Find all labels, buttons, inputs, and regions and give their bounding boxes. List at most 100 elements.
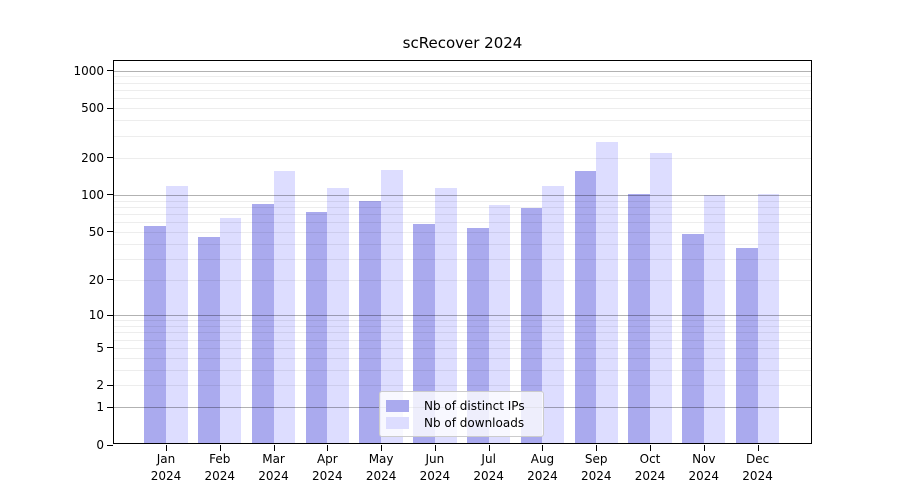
gridline-minor <box>113 243 812 245</box>
bar-downloads-apr <box>327 188 350 444</box>
y-tick <box>107 70 113 72</box>
legend-item-distinct-ips: Nb of distinct IPs <box>386 397 535 414</box>
gridline-minor <box>113 120 812 122</box>
x-tick <box>596 445 598 451</box>
bar-distinct-ips-jun <box>413 223 435 444</box>
y-tick-label: 10 <box>88 308 104 323</box>
bar-downloads-jan <box>166 185 188 444</box>
x-tick-label: Mar 2024 <box>258 452 289 483</box>
gridline-major <box>113 194 812 196</box>
bar-distinct-ips-aug <box>520 208 543 444</box>
legend-label: Nb of distinct IPs <box>424 398 525 413</box>
x-tick <box>488 445 490 451</box>
y-tick <box>107 231 113 233</box>
y-tick <box>107 157 113 159</box>
gridline-minor <box>113 320 812 322</box>
y-tick <box>107 107 113 109</box>
bar-distinct-ips-jul <box>466 227 489 444</box>
y-tick-label: 0 <box>96 438 104 452</box>
y-tick <box>107 194 113 196</box>
bar-distinct-ips-sep <box>574 171 597 444</box>
x-tick-label: Nov 2024 <box>688 452 720 483</box>
y-tick-label: 1 <box>96 400 104 415</box>
y-tick-label: 200 <box>81 150 104 165</box>
gridline-minor <box>113 222 812 224</box>
x-tick <box>757 445 759 451</box>
bar-downloads-mar <box>273 171 296 444</box>
bar-distinct-ips-feb <box>198 237 220 444</box>
gridline-minor <box>113 332 812 334</box>
bar-downloads-may <box>381 169 403 444</box>
gridline-minor <box>113 76 812 78</box>
bar-distinct-ips-dec <box>735 247 758 444</box>
gridline-minor <box>113 347 812 349</box>
gridline-minor <box>113 82 812 84</box>
gridline-minor <box>113 213 812 215</box>
y-tick-label: 1000 <box>73 63 104 78</box>
gridline-minor <box>113 98 812 100</box>
y-tick <box>107 279 113 281</box>
chart-title: scRecover 2024 <box>402 34 523 52</box>
y-tick-label: 5 <box>96 340 104 355</box>
x-tick-label: Apr 2024 <box>312 452 343 483</box>
bar-distinct-ips-oct <box>628 193 650 444</box>
legend: Nb of distinct IPs Nb of downloads <box>379 391 544 437</box>
x-tick <box>703 445 705 451</box>
x-tick <box>434 445 436 451</box>
x-tick-label: Jan 2024 <box>150 452 182 483</box>
bar-downloads-aug <box>542 185 565 444</box>
y-tick <box>107 347 113 349</box>
gridline-major <box>113 70 812 72</box>
y-tick-label: 500 <box>81 101 104 116</box>
bar-distinct-ips-nov <box>682 234 704 444</box>
x-tick-label: Feb 2024 <box>204 452 236 483</box>
gridline-minor <box>113 135 812 137</box>
bar-downloads-oct <box>650 153 672 444</box>
bar-distinct-ips-may <box>359 201 382 444</box>
gridline-minor <box>113 325 812 327</box>
bar-downloads-dec <box>757 193 780 444</box>
legend-label: Nb of downloads <box>424 415 525 430</box>
y-tick-label: 20 <box>88 272 104 287</box>
legend-item-downloads: Nb of downloads <box>386 414 535 431</box>
bar-downloads-sep <box>596 142 618 444</box>
x-tick-label: Jul 2024 <box>473 452 504 483</box>
gridline-minor <box>113 357 812 359</box>
y-tick-label: 2 <box>96 378 104 393</box>
bar-distinct-ips-mar <box>251 203 274 444</box>
gridline-minor <box>113 279 812 281</box>
plot-frame <box>113 60 812 444</box>
legend-swatch-icon <box>386 416 409 429</box>
x-tick <box>327 445 329 451</box>
x-tick <box>650 445 652 451</box>
legend-swatch-icon <box>386 399 409 412</box>
x-tick-label: Oct 2024 <box>634 452 666 483</box>
gridline-minor <box>113 200 812 202</box>
x-tick-label: Jun 2024 <box>419 452 451 483</box>
x-tick-label: Aug 2024 <box>527 452 558 483</box>
x-tick <box>219 445 221 451</box>
gridline-minor <box>113 89 812 91</box>
gridline-minor <box>113 369 812 371</box>
x-tick-label: Sep 2024 <box>580 452 612 483</box>
bar-distinct-ips-apr <box>305 211 328 444</box>
gridline-minor <box>113 258 812 260</box>
y-tick-label: 50 <box>88 224 104 239</box>
bar-downloads-nov <box>703 195 726 444</box>
y-tick <box>107 406 113 408</box>
gridline-minor <box>113 108 812 110</box>
gridline-major <box>113 315 812 317</box>
bar-downloads-jun <box>434 187 457 444</box>
x-tick-label: May 2024 <box>365 452 397 483</box>
gridline-minor <box>113 231 812 233</box>
y-tick <box>107 384 113 386</box>
x-tick <box>381 445 383 451</box>
x-tick-label: Dec 2024 <box>742 452 773 483</box>
gridline-minor <box>113 206 812 208</box>
x-tick <box>273 445 275 451</box>
bar-downloads-jul <box>488 205 511 444</box>
y-tick <box>107 444 113 446</box>
y-tick <box>107 314 113 316</box>
